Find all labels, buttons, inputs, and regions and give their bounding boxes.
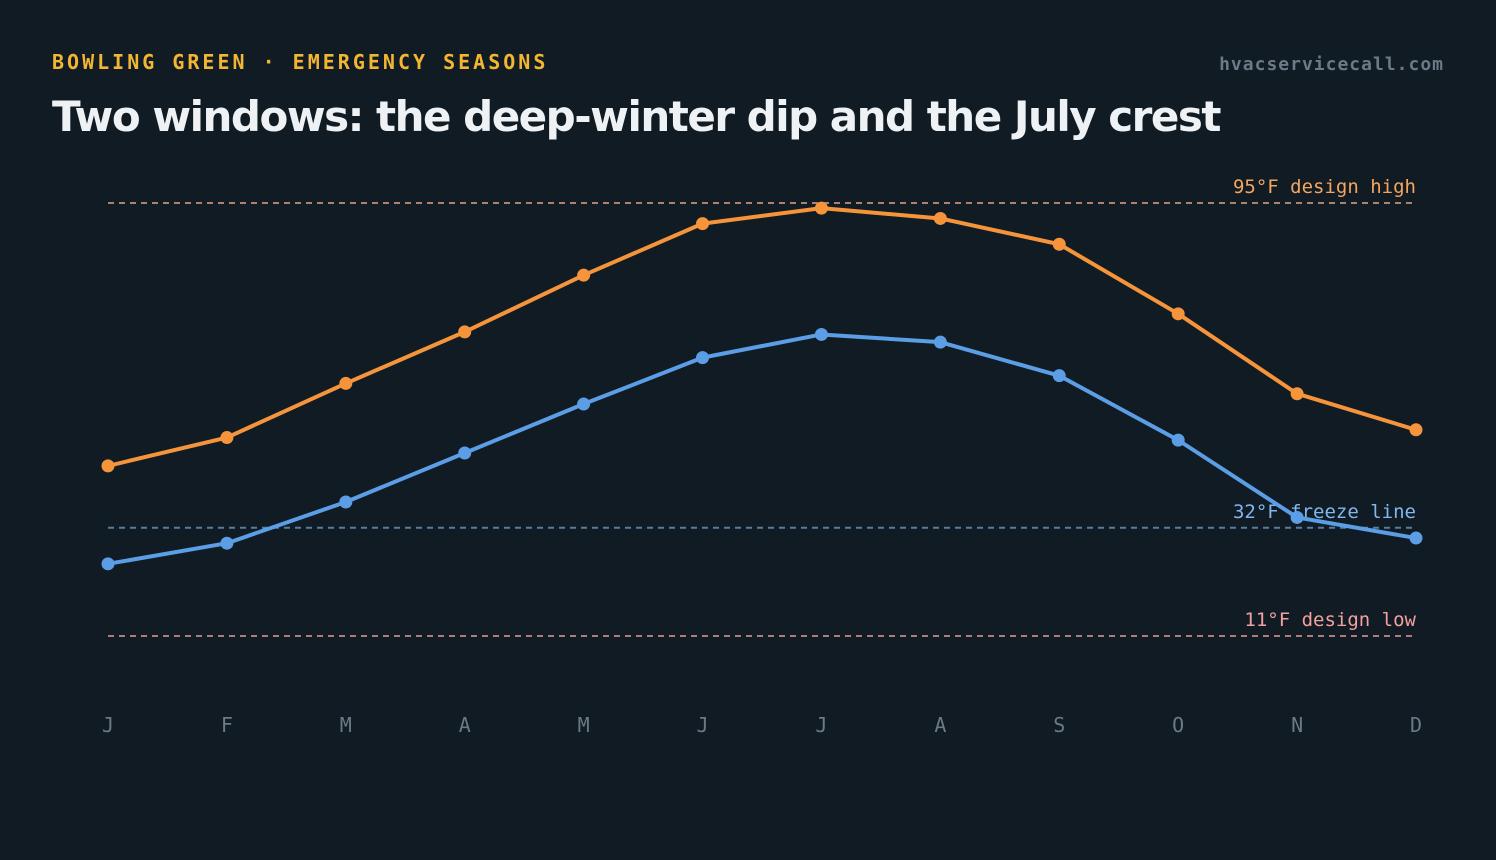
data-point-low	[577, 397, 591, 411]
data-point-low	[933, 335, 947, 349]
series-line-low	[106, 332, 1418, 566]
x-tick-label: S	[1053, 713, 1065, 737]
chart-title: Two windows: the deep-winter dip and the…	[52, 92, 1221, 141]
reference-lines: 95°F design high 32°F freeze line 11°F des…	[108, 176, 1417, 637]
series-lines	[101, 201, 1423, 571]
data-point-high	[1290, 387, 1304, 401]
data-point-low	[101, 557, 115, 571]
x-tick-label: N	[1291, 713, 1303, 737]
data-point-high	[1409, 423, 1423, 437]
data-point-low	[1290, 510, 1304, 524]
series-line-high	[106, 206, 1418, 468]
x-tick-label: D	[1410, 713, 1422, 737]
data-point-low	[814, 327, 828, 341]
data-point-high	[458, 325, 472, 339]
data-point-low	[458, 446, 472, 460]
x-tick-label: M	[340, 713, 352, 737]
data-point-high	[1052, 237, 1066, 251]
data-point-high	[220, 431, 234, 445]
reference-label-freeze: 32°F freeze line	[1233, 501, 1416, 523]
data-point-high	[814, 201, 828, 215]
chart-eyebrow: BOWLING GREEN · EMERGENCY SEASONS	[52, 50, 549, 74]
x-tick-label: J	[697, 713, 709, 737]
series-high	[101, 201, 1423, 473]
reference-label-design_low: 11°F design low	[1244, 609, 1416, 631]
data-point-high	[696, 217, 710, 231]
x-tick-label: A	[459, 713, 471, 737]
x-tick-label: F	[221, 713, 233, 737]
data-point-low	[339, 495, 353, 509]
reference-label-design_high: 95°F design high	[1233, 176, 1416, 198]
data-point-low	[1409, 531, 1423, 545]
site-url: hvacservicecall.com	[1219, 54, 1444, 75]
x-tick-label: M	[578, 713, 590, 737]
data-point-low	[1171, 433, 1185, 447]
data-point-high	[101, 459, 115, 473]
data-point-high	[577, 268, 591, 282]
data-point-low	[220, 536, 234, 550]
data-point-low	[1052, 369, 1066, 383]
x-tick-label: A	[934, 713, 946, 737]
x-tick-label: J	[815, 713, 827, 737]
data-point-low	[696, 351, 710, 365]
data-point-high	[1171, 307, 1185, 321]
data-point-high	[339, 376, 353, 390]
series-low	[101, 327, 1423, 571]
x-tick-label: J	[102, 713, 114, 737]
x-tick-label: O	[1172, 713, 1184, 737]
data-point-high	[933, 211, 947, 225]
